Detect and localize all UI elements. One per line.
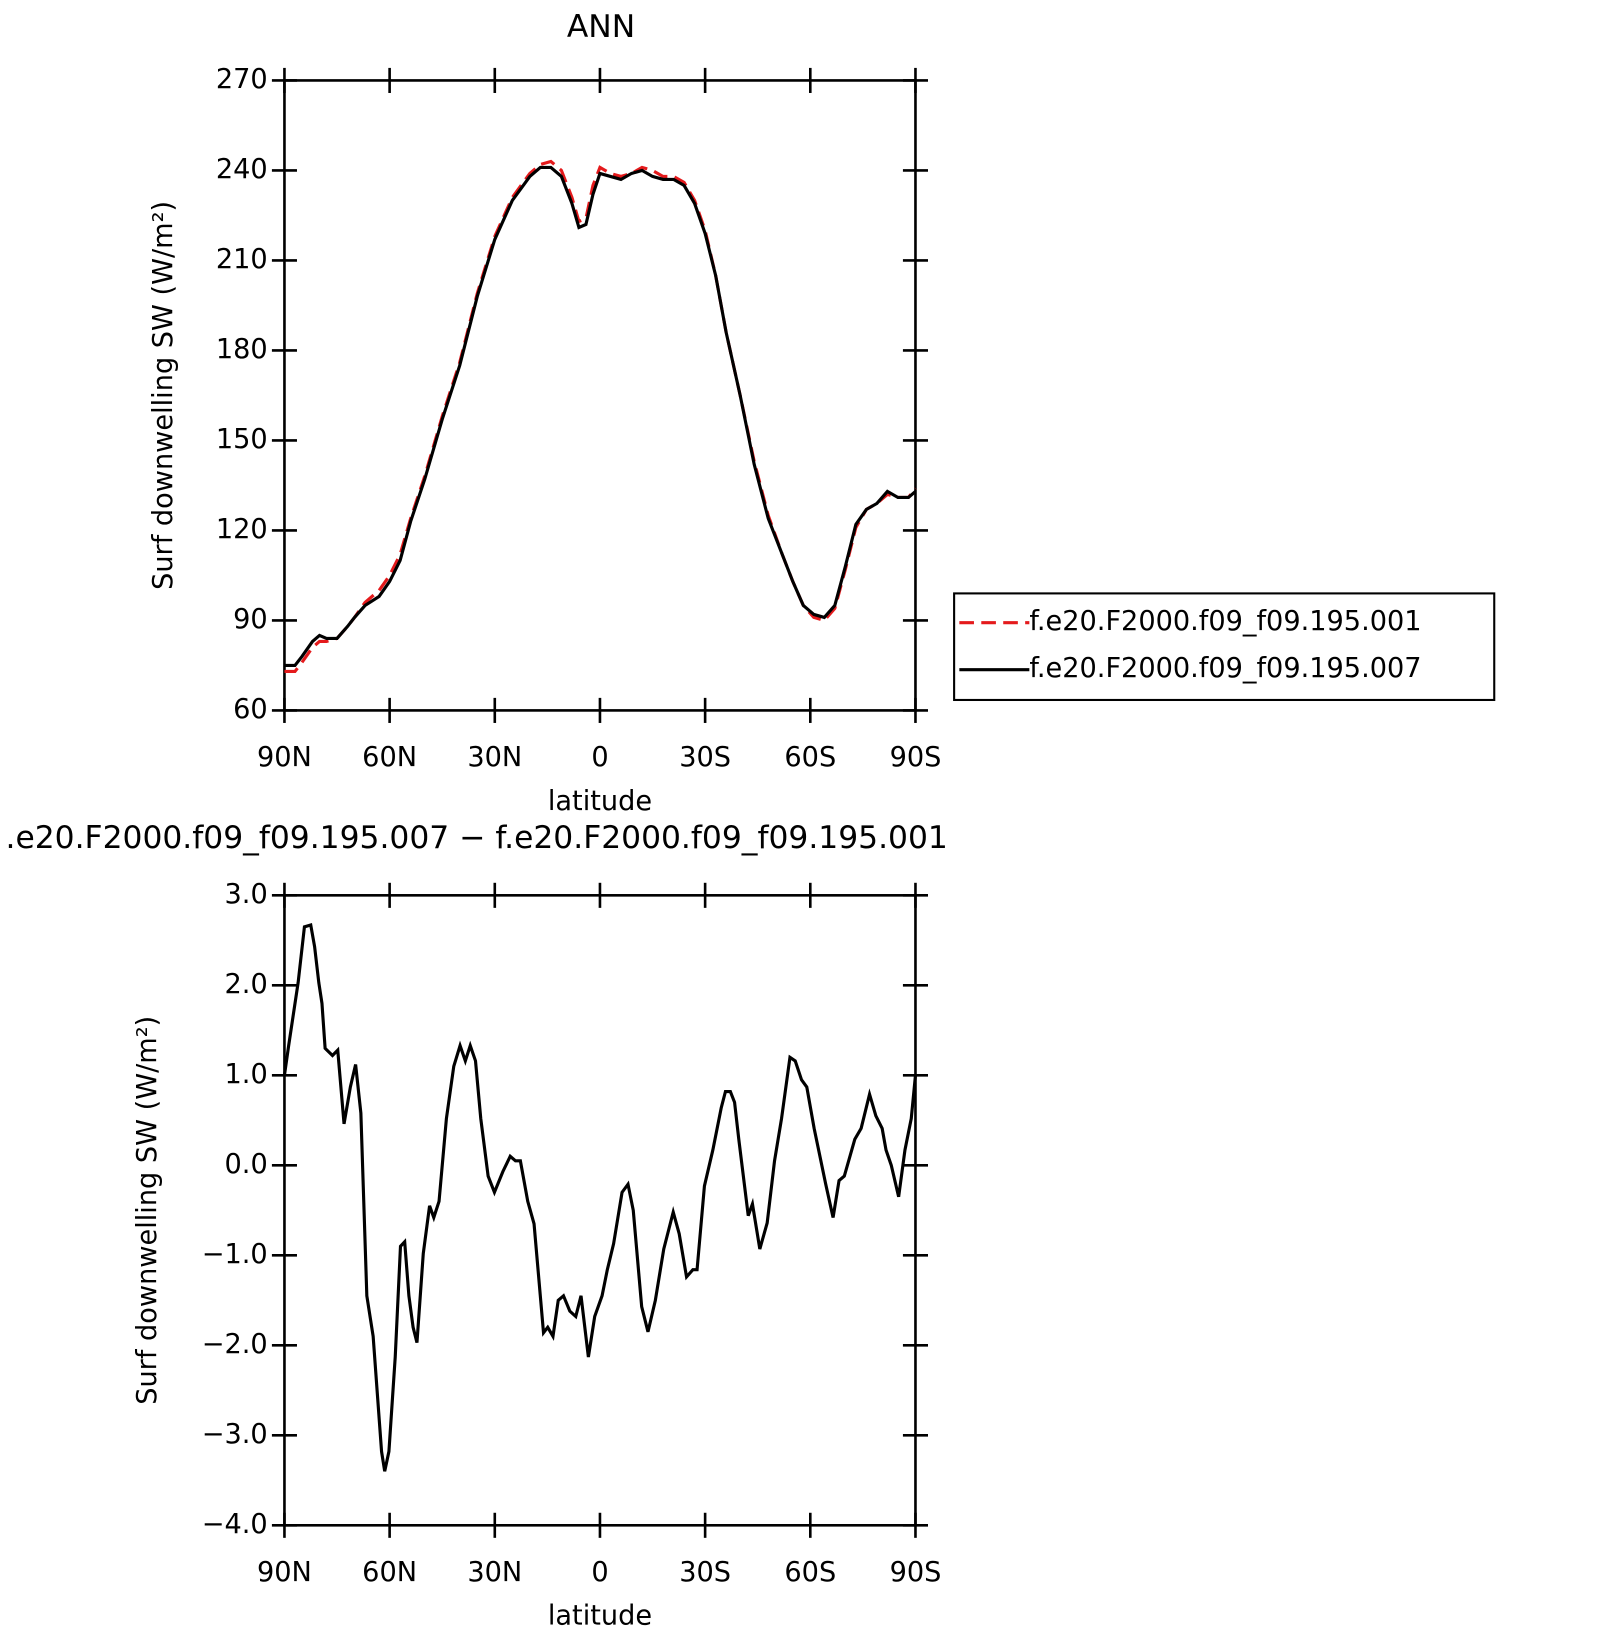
x-tick-label: 90N — [257, 1557, 312, 1588]
data-line — [284, 165, 917, 667]
y-tick-label: 240 — [216, 154, 268, 185]
x-tick-label: 90N — [257, 742, 312, 773]
legend-label: f.e20.F2000.f09_f09.195.007 — [1029, 653, 1421, 684]
x-tick-label: 30S — [679, 1557, 731, 1588]
x-axis-label: latitude — [548, 1601, 652, 1632]
y-tick-label: 3.0 — [225, 879, 268, 910]
y-tick-label: 270 — [216, 64, 268, 95]
y-tick-label: −2.0 — [202, 1329, 268, 1360]
chart-title: .e20.F2000.f09_f09.195.007 − f.e20.F2000… — [6, 820, 948, 856]
y-tick-label: 2.0 — [225, 969, 268, 1000]
x-tick-label: 0 — [591, 1557, 608, 1588]
x-tick-label: 90S — [890, 742, 942, 773]
y-tick-label: 210 — [216, 244, 268, 275]
y-tick-label: −3.0 — [202, 1419, 268, 1450]
y-tick-label: 60 — [233, 694, 268, 725]
x-tick-label: 30S — [679, 742, 731, 773]
chart-title: ANN — [567, 9, 635, 45]
y-tick-label: 120 — [216, 514, 268, 545]
x-tick-label: 60S — [784, 742, 836, 773]
x-axis-label: latitude — [548, 786, 652, 817]
y-tick-label: 90 — [233, 604, 268, 635]
x-tick-label: 30N — [467, 1557, 522, 1588]
y-tick-label: 180 — [216, 334, 268, 365]
y-tick-label: 150 — [216, 424, 268, 455]
plot-frame — [283, 79, 917, 712]
y-tick-label: −4.0 — [202, 1509, 268, 1540]
y-tick-label: 0.0 — [225, 1149, 268, 1180]
x-tick-label: 30N — [467, 742, 522, 773]
plot-frame — [283, 894, 917, 1527]
data-line — [282, 923, 918, 1472]
y-axis-label: Surf downwelling SW (W/m²) — [148, 201, 179, 590]
y-tick-label: −1.0 — [202, 1239, 268, 1270]
legend-label: f.e20.F2000.f09_f09.195.001 — [1029, 606, 1421, 637]
y-tick-label: 1.0 — [225, 1059, 268, 1090]
x-tick-label: 90S — [890, 1557, 942, 1588]
x-tick-label: 0 — [591, 742, 608, 773]
y-axis-label: Surf downwelling SW (W/m²) — [132, 1016, 163, 1405]
data-line — [284, 159, 917, 673]
x-tick-label: 60N — [362, 742, 417, 773]
legend-box — [953, 592, 1496, 702]
x-tick-label: 60S — [784, 1557, 836, 1588]
x-tick-label: 60N — [362, 1557, 417, 1588]
